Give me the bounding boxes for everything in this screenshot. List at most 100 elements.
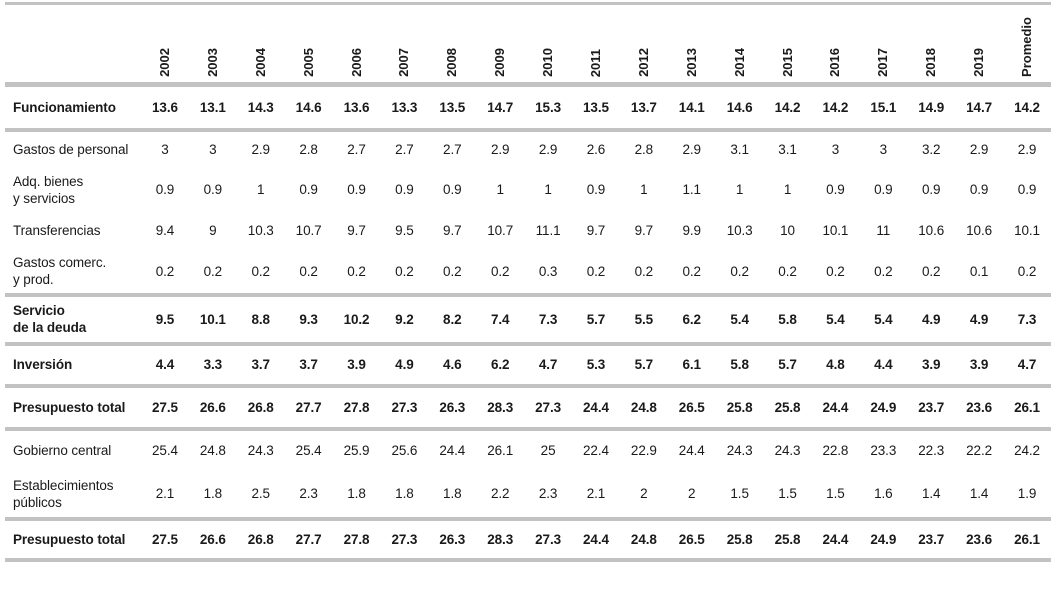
table-row: Inversión 4.4 3.3 3.7 3.7 3.9 4.9 4.6 6.2 4.7 5.3 5…	[5, 344, 1051, 386]
data-cell: 13.6	[152, 99, 178, 115]
data-cell: 2.1	[586, 486, 606, 501]
data-cell: 8.2	[443, 311, 462, 327]
data-cell: 2.7	[347, 142, 366, 157]
data-cell: 4.9	[921, 311, 941, 327]
data-cell: 10.1	[1014, 223, 1040, 238]
data-cell: 1.5	[826, 486, 845, 501]
data-cell: 4.9	[969, 311, 989, 327]
data-cell: 10.7	[487, 223, 514, 238]
data-cell: 10.6	[918, 223, 945, 238]
data-cell: 25.9	[343, 443, 370, 458]
data-cell: 23.7	[918, 399, 945, 415]
data-cell: 0.2	[586, 263, 606, 279]
data-cell: 9.9	[682, 223, 702, 238]
data-cell: 0.2	[874, 263, 893, 279]
data-cell: 2.5	[251, 486, 270, 501]
data-cell: 14.2	[822, 99, 849, 115]
row-label: Establecimientos públicos	[13, 477, 114, 510]
data-cell: 22.4	[583, 443, 609, 458]
data-cell: 3	[209, 142, 217, 157]
data-cell: 27.8	[343, 399, 370, 415]
data-cell: 24.9	[870, 399, 897, 415]
data-cell: 26.1	[1014, 531, 1040, 547]
data-cell: 5.7	[634, 357, 654, 372]
col-header-2009: 2009	[476, 4, 524, 85]
data-cell: 5.4	[874, 311, 893, 327]
col-header-label: 2019	[971, 48, 987, 77]
data-cell: 13.5	[439, 99, 466, 115]
col-header-2005: 2005	[285, 4, 333, 85]
data-cell: 0.2	[682, 263, 702, 279]
data-cell: 3.1	[778, 142, 797, 157]
data-cell: 4.4	[874, 357, 893, 372]
data-cell: 24.4	[678, 443, 705, 458]
data-cell: 4.7	[1017, 357, 1037, 372]
data-cell: 22.2	[966, 443, 993, 458]
data-cell: 10.3	[247, 223, 274, 238]
data-cell: 5.8	[778, 311, 797, 327]
table-row: Gastos de personal 3 3 2.9 2.8 2.7 2.7 2.7 2.9 2.…	[5, 130, 1051, 168]
row-label: Servicio de la deuda	[13, 303, 87, 335]
data-cell: 2.6	[586, 142, 606, 157]
data-cell: 5.8	[730, 357, 749, 372]
data-cell: 28.3	[487, 531, 514, 547]
data-cell: 3.9	[969, 357, 989, 372]
data-cell: 0.2	[395, 263, 414, 279]
data-cell: 24.2	[1014, 443, 1040, 458]
data-cell: 27.3	[391, 399, 418, 415]
data-cell: 14.2	[774, 99, 801, 115]
data-cell: 25	[540, 443, 556, 458]
data-cell: 1.8	[395, 486, 414, 501]
data-cell: 0.9	[969, 182, 989, 197]
col-header-label: 2008	[444, 48, 460, 77]
data-cell: 7.4	[490, 311, 510, 327]
data-cell: 10.3	[726, 223, 753, 238]
data-cell: 9.5	[155, 311, 175, 327]
data-cell: 13.7	[630, 99, 657, 115]
data-cell: 5.4	[826, 311, 845, 327]
data-cell: 0.9	[203, 182, 223, 197]
data-cell: 2	[688, 486, 696, 501]
data-cell: 0.1	[969, 263, 989, 279]
data-cell: 9.3	[299, 311, 318, 327]
corner-cell	[5, 4, 141, 85]
row-label: Adq. bienes y servicios	[13, 173, 84, 206]
data-cell: 24.3	[726, 443, 753, 458]
col-header-2003: 2003	[189, 4, 237, 85]
data-cell: 3.7	[299, 357, 318, 372]
data-cell: 1	[496, 182, 504, 197]
data-cell: 9.7	[586, 223, 606, 238]
col-header-promedio: Promedio	[1003, 4, 1051, 85]
data-cell: 10	[780, 223, 795, 238]
data-cell: 23.6	[966, 531, 993, 547]
col-header-label: 2005	[300, 48, 316, 77]
data-cell: 0.2	[921, 263, 941, 279]
data-cell: 26.8	[247, 399, 274, 415]
data-cell: 0.9	[395, 182, 414, 197]
data-cell: 2.8	[634, 142, 654, 157]
data-cell: 22.9	[630, 443, 657, 458]
row-label: Inversión	[13, 357, 73, 372]
col-header-2014: 2014	[716, 4, 764, 85]
data-cell: 0.3	[538, 263, 558, 279]
data-cell: 9.7	[634, 223, 654, 238]
data-cell: 24.4	[822, 399, 849, 415]
data-cell: 0.9	[874, 182, 893, 197]
data-cell: 1.1	[682, 182, 702, 197]
col-header-label: 2009	[492, 48, 508, 77]
data-cell: 9.5	[395, 223, 414, 238]
data-cell: 3.1	[730, 142, 749, 157]
data-cell: 1.9	[1017, 486, 1037, 501]
row-label: Presupuesto total	[13, 399, 126, 415]
data-cell: 0.2	[251, 263, 270, 279]
col-header-2007: 2007	[380, 4, 428, 85]
col-header-2016: 2016	[811, 4, 859, 85]
data-cell: 6.2	[490, 357, 510, 372]
data-cell: 27.3	[391, 531, 418, 547]
data-cell: 6.1	[682, 357, 702, 372]
data-cell: 14.9	[918, 99, 945, 115]
data-cell: 0.2	[826, 263, 845, 279]
table-row: Gobierno central 25.4 24.8 24.3 25.4 25.9 25.6…	[5, 429, 1051, 471]
data-cell: 4.9	[395, 357, 414, 372]
row-label: Gastos comerc. y prod.	[13, 255, 107, 287]
